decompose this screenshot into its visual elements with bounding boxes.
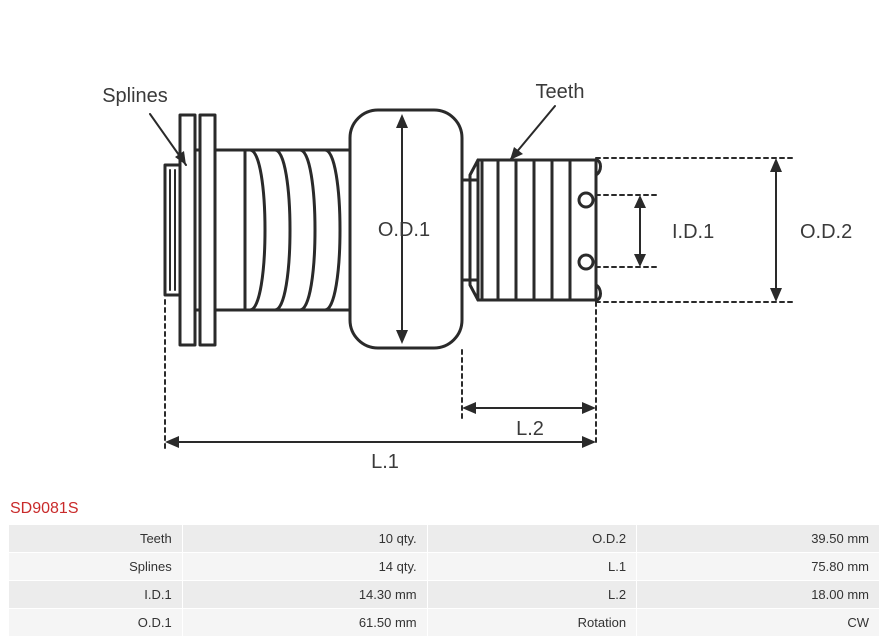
spec-label: I.D.1 (9, 581, 182, 608)
diagram-svg: Splines Teeth (0, 0, 889, 480)
dim-od1: O.D.1 (378, 219, 430, 241)
dim-l2: L.2 (516, 418, 544, 440)
spec-value: 61.50 mm (183, 609, 427, 636)
table-row: I.D.114.30 mmL.218.00 mm (9, 581, 879, 608)
table-row: Teeth10 qty.O.D.239.50 mm (9, 525, 879, 552)
label-teeth: Teeth (536, 81, 585, 103)
label-splines: Splines (102, 85, 168, 107)
dim-od2: O.D.2 (800, 221, 852, 243)
spec-label: L.1 (428, 553, 636, 580)
part-code: SD9081S (10, 500, 79, 518)
table-row: Splines14 qty.L.175.80 mm (9, 553, 879, 580)
technical-diagram: Splines Teeth (0, 0, 889, 480)
spec-label: L.2 (428, 581, 636, 608)
spec-label: O.D.1 (9, 609, 182, 636)
spec-value: 10 qty. (183, 525, 427, 552)
dim-id1: I.D.1 (672, 221, 714, 243)
spec-value: 18.00 mm (637, 581, 879, 608)
spec-value: 75.80 mm (637, 553, 879, 580)
table-row: O.D.161.50 mmRotationCW (9, 609, 879, 636)
spec-label: O.D.2 (428, 525, 636, 552)
spec-value: CW (637, 609, 879, 636)
spec-value: 14.30 mm (183, 581, 427, 608)
page-root: Splines Teeth (0, 0, 889, 634)
spec-label: Rotation (428, 609, 636, 636)
spec-table: Teeth10 qty.O.D.239.50 mmSplines14 qty.L… (8, 524, 880, 637)
spec-label: Teeth (9, 525, 182, 552)
spec-value: 14 qty. (183, 553, 427, 580)
spec-label: Splines (9, 553, 182, 580)
dim-l1: L.1 (371, 451, 399, 473)
spec-value: 39.50 mm (637, 525, 879, 552)
